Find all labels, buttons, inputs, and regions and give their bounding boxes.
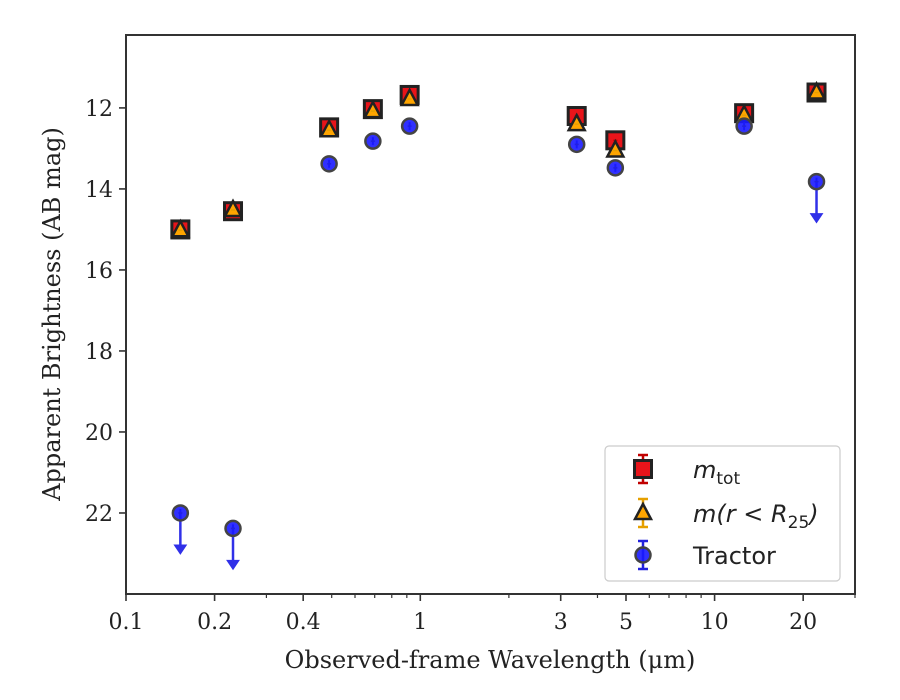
upper-limit-arrow	[809, 213, 824, 224]
x-tick-label: 5	[619, 610, 633, 635]
x-tick-label: 20	[789, 610, 817, 635]
legend: mtot m(r < R25) Tractor	[604, 445, 841, 582]
x-tick-label: 1	[413, 610, 427, 635]
legend-marker-triangle	[632, 501, 654, 521]
series-triangle	[170, 80, 827, 238]
x-axis-label: Observed-frame Wavelength (μm)	[285, 646, 696, 674]
legend-box	[604, 445, 841, 582]
data-point-triangle	[362, 99, 383, 119]
upper-limit-arrow	[173, 544, 188, 555]
data-point-triangle	[170, 218, 191, 238]
x-tick-label: 3	[554, 610, 568, 635]
legend-entry-label: m(r < R25)	[693, 500, 819, 533]
marks-layer	[170, 80, 827, 571]
data-point-triangle	[222, 198, 244, 218]
x-tick-label: 0.4	[286, 610, 321, 635]
y-tick-label: 18	[85, 340, 113, 365]
legend-entry-label: Tractor	[692, 542, 776, 570]
y-tick-label: 20	[85, 421, 113, 446]
y-tick-label: 14	[85, 178, 113, 203]
series-square	[170, 82, 827, 240]
upper-limit-arrow	[226, 559, 240, 571]
data-point-triangle	[319, 118, 340, 138]
legend-marker-square	[633, 459, 653, 479]
data-point-triangle	[806, 80, 827, 100]
x-tick-label: 0.1	[109, 610, 144, 635]
data-point-triangle	[566, 112, 587, 132]
x-tick-label: 0.2	[197, 610, 232, 635]
legend-marker-circle	[634, 546, 652, 564]
data-point-triangle	[399, 87, 420, 107]
data-point-triangle	[605, 138, 626, 158]
legend-entry-label: mtot	[693, 456, 740, 489]
series-circle	[171, 117, 826, 571]
x-tick-label: 10	[701, 610, 729, 635]
y-tick-label: 16	[85, 259, 113, 284]
y-axis-label: Apparent Brightness (AB mag)	[38, 127, 66, 502]
y-tick-label: 22	[85, 502, 113, 527]
ticks-layer: 0.1 0.2 0.4 1 3 5 10 20 12 14 16 18 20 22	[85, 97, 856, 635]
plot-frame	[125, 34, 856, 595]
y-tick-label: 12	[85, 97, 113, 122]
